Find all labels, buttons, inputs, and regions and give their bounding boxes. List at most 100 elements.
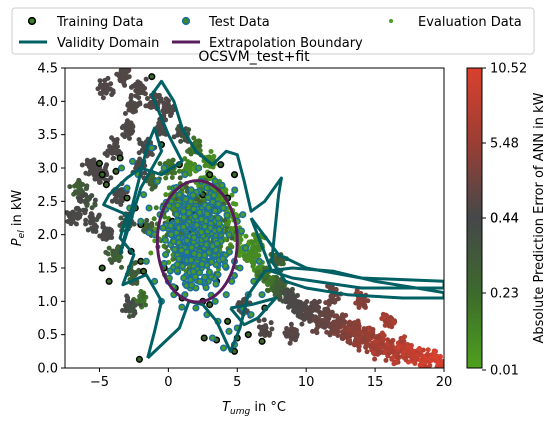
evaluation-point	[108, 81, 114, 87]
test-point	[213, 239, 221, 247]
evaluation-point	[121, 191, 127, 197]
test-point	[188, 244, 196, 252]
colorbar-tick-label: 0.44	[490, 212, 519, 227]
evaluation-point	[149, 152, 155, 158]
evaluation-point	[252, 245, 258, 251]
evaluation-point	[356, 344, 362, 350]
training-point	[105, 277, 113, 285]
evaluation-point	[170, 256, 176, 262]
evaluation-point	[109, 135, 115, 141]
evaluation-point	[431, 353, 437, 359]
x-tick-label: 20	[436, 375, 453, 390]
evaluation-point	[163, 175, 169, 181]
test-point	[201, 273, 209, 281]
test-point	[190, 205, 198, 213]
evaluation-point	[355, 320, 361, 326]
evaluation-point	[291, 294, 297, 300]
evaluation-point	[158, 125, 164, 131]
evaluation-point	[175, 132, 181, 138]
evaluation-point	[143, 76, 149, 82]
evaluation-point	[386, 322, 392, 328]
test-point	[211, 297, 219, 305]
evaluation-point	[90, 218, 96, 224]
evaluation-point	[264, 280, 270, 286]
test-point	[193, 221, 201, 229]
legend-frame	[11, 7, 535, 55]
evaluation-point	[276, 258, 282, 264]
evaluation-point	[269, 284, 275, 290]
evaluation-point	[169, 174, 175, 180]
evaluation-point	[127, 305, 133, 311]
evaluation-point	[285, 296, 291, 302]
test-point	[197, 215, 205, 223]
test-point	[190, 250, 198, 258]
evaluation-point	[289, 298, 295, 304]
evaluation-point	[266, 332, 272, 338]
test-point	[255, 257, 263, 265]
training-point	[135, 355, 143, 363]
evaluation-point	[110, 145, 116, 151]
test-point	[160, 164, 168, 172]
test-point	[182, 195, 190, 203]
evaluation-point	[95, 86, 101, 92]
evaluation-point	[343, 312, 349, 318]
colorbar-tick-label: 0.01	[490, 364, 519, 379]
test-point	[175, 239, 183, 247]
y-tick-label: 2.0	[37, 228, 58, 243]
evaluation-point	[333, 313, 339, 319]
evaluation-point	[92, 197, 98, 203]
evaluation-point	[338, 318, 344, 324]
evaluation-point	[118, 254, 124, 260]
training-point	[244, 331, 252, 339]
evaluation-point	[242, 256, 248, 262]
evaluation-point	[77, 212, 83, 218]
evaluation-point	[179, 132, 185, 138]
test-point	[258, 291, 266, 299]
evaluation-point	[317, 318, 323, 324]
evaluation-point	[136, 137, 142, 143]
evaluation-point	[365, 332, 371, 338]
evaluation-point	[359, 329, 365, 335]
evaluation-point	[144, 96, 150, 102]
evaluation-point	[416, 346, 422, 352]
evaluation-point	[353, 336, 359, 342]
test-point	[222, 291, 230, 299]
evaluation-point	[433, 348, 439, 354]
evaluation-point	[372, 356, 378, 362]
evaluation-point	[393, 352, 399, 358]
evaluation-point	[161, 112, 167, 118]
evaluation-point	[314, 330, 320, 336]
evaluation-point	[161, 243, 167, 249]
evaluation-point	[143, 302, 149, 308]
evaluation-point	[119, 264, 125, 270]
evaluation-point	[283, 292, 289, 298]
evaluation-point	[84, 185, 90, 191]
evaluation-point	[228, 226, 234, 232]
training-point	[98, 171, 106, 179]
validity-domain-series	[102, 79, 444, 360]
evaluation-point	[130, 299, 136, 305]
evaluation-point	[216, 194, 222, 200]
evaluation-point	[310, 328, 316, 334]
training-point	[95, 159, 104, 167]
evaluation-point	[72, 212, 78, 218]
training-point	[224, 317, 232, 325]
evaluation-point	[327, 332, 333, 338]
test-point	[195, 269, 204, 277]
evaluation-point	[303, 312, 309, 318]
y-tick-label: 4.0	[37, 95, 58, 110]
evaluation-point	[83, 221, 89, 227]
evaluation-point	[284, 330, 290, 336]
evaluation-point	[131, 303, 137, 309]
evaluation-point	[83, 217, 89, 223]
test-point	[221, 262, 229, 270]
evaluation-point	[358, 338, 364, 344]
test-point	[202, 284, 210, 292]
test-point	[247, 311, 255, 319]
evaluation-point	[332, 297, 338, 303]
test-point	[175, 255, 183, 263]
evaluation-point	[94, 217, 100, 223]
evaluation-point	[176, 168, 182, 174]
evaluation-point	[166, 161, 172, 167]
evaluation-point	[380, 315, 386, 321]
